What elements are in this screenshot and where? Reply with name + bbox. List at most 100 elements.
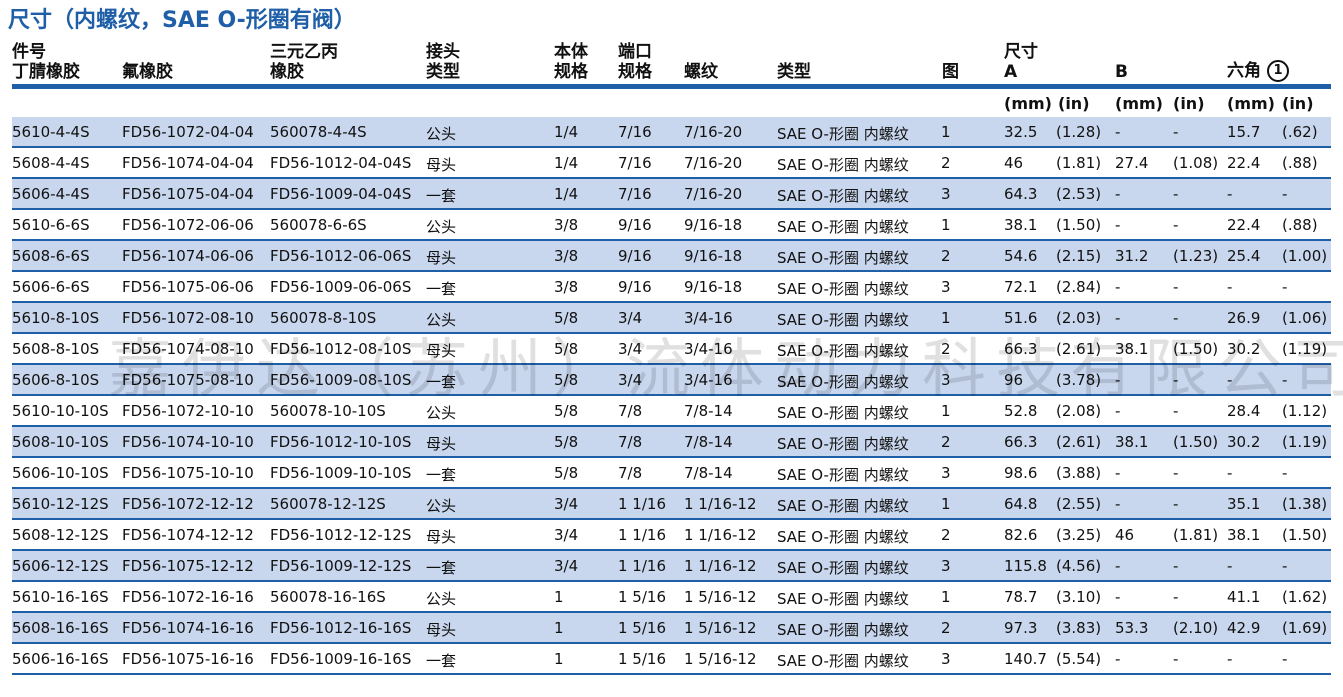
- cell-dim-a-mm: 82.6: [1004, 526, 1038, 544]
- cell-epdm-no: FD56-1012-08-10S: [270, 340, 412, 358]
- cell-body-size: 1: [554, 619, 564, 637]
- cell-dim-a-mm: 32.5: [1004, 123, 1038, 141]
- header-epdm-line2: 橡胶: [270, 62, 304, 82]
- cell-fluoro-no: FD56-1072-04-04: [122, 123, 254, 141]
- header-hex-label: 六角: [1227, 61, 1261, 81]
- cell-part-no: 5610-16-16S: [12, 588, 109, 606]
- cell-dim-a-mm: 54.6: [1004, 247, 1038, 265]
- cell-body-size: 5/8: [554, 340, 579, 358]
- cell-body-size: 3/8: [554, 247, 579, 265]
- cell-epdm-no: 560078-12-12S: [270, 495, 386, 513]
- cell-dim-b-mm: -: [1115, 216, 1121, 234]
- cell-part-no: 5608-8-10S: [12, 340, 100, 358]
- cell-dim-a-in: (3.88): [1056, 464, 1102, 482]
- cell-joint-type: 一套: [426, 559, 457, 577]
- cell-dim-b-mm: -: [1115, 123, 1121, 141]
- table-row: 5606-8-10S FD56-1075-08-10 FD56-1009-08-10…: [12, 365, 1331, 396]
- cell-dim-b-in: -: [1173, 402, 1179, 420]
- cell-part-no: 5606-12-12S: [12, 557, 109, 575]
- cell-dim-b-mm: 31.2: [1115, 247, 1149, 265]
- cell-hex-in: -: [1282, 464, 1288, 482]
- cell-epdm-no: FD56-1012-04-04S: [270, 154, 412, 172]
- cell-hex-in: -: [1282, 278, 1288, 296]
- page-title: 尺寸（内螺纹，SAE O-形圈有阀）: [8, 8, 356, 33]
- header-nitrile-label: 丁腈橡胶: [12, 62, 80, 82]
- cell-thread: 3/4-16: [684, 340, 733, 358]
- cell-part-no: 5608-6-6S: [12, 247, 90, 265]
- cell-dim-b-in: (1.50): [1173, 340, 1219, 358]
- cell-joint-type: 一套: [426, 280, 457, 298]
- cell-thread: 7/16-20: [684, 185, 743, 203]
- cell-dim-b-in: -: [1173, 185, 1179, 203]
- cell-part-no: 5606-16-16S: [12, 650, 109, 668]
- cell-thread: 9/16-18: [684, 216, 743, 234]
- cell-body-size: 3/4: [554, 526, 579, 544]
- table-row: 5608-8-10S FD56-1074-08-10 FD56-1012-08-10…: [12, 334, 1331, 365]
- cell-fluoro-no: FD56-1075-06-06: [122, 278, 254, 296]
- cell-port-size: 7/16: [618, 154, 652, 172]
- cell-type: SAE O-形圈 内螺纹: [777, 125, 909, 143]
- cell-figure: 3: [941, 278, 951, 296]
- unit-b-in: (in): [1173, 94, 1205, 113]
- cell-dim-a-mm: 115.8: [1004, 557, 1047, 575]
- cell-part-no: 5610-12-12S: [12, 495, 109, 513]
- cell-hex-mm: 15.7: [1227, 123, 1261, 141]
- cell-hex-in: (.88): [1282, 216, 1318, 234]
- cell-body-size: 5/8: [554, 371, 579, 389]
- cell-port-size: 1 5/16: [618, 619, 666, 637]
- cell-epdm-no: FD56-1009-12-12S: [270, 557, 412, 575]
- cell-hex-in: (1.06): [1282, 309, 1328, 327]
- cell-hex-in: (1.69): [1282, 619, 1328, 637]
- cell-port-size: 1 1/16: [618, 526, 666, 544]
- cell-joint-type: 母头: [426, 342, 457, 360]
- cell-body-size: 5/8: [554, 309, 579, 327]
- cell-type: SAE O-形圈 内螺纹: [777, 621, 909, 639]
- cell-body-size: 3/4: [554, 557, 579, 575]
- cell-fluoro-no: FD56-1074-04-04: [122, 154, 254, 172]
- cell-joint-type: 一套: [426, 187, 457, 205]
- cell-figure: 1: [941, 588, 951, 606]
- cell-figure: 3: [941, 464, 951, 482]
- cell-hex-in: (1.62): [1282, 588, 1328, 606]
- table-row: 5606-16-16S FD56-1075-16-16 FD56-1009-16-1…: [12, 644, 1331, 675]
- cell-thread: 7/8-14: [684, 433, 733, 451]
- unit-hex-mm: (mm): [1227, 94, 1275, 113]
- cell-hex-mm: 42.9: [1227, 619, 1261, 637]
- cell-dim-a-in: (2.08): [1056, 402, 1102, 420]
- cell-epdm-no: FD56-1012-16-16S: [270, 619, 412, 637]
- cell-fluoro-no: FD56-1074-10-10: [122, 433, 254, 451]
- table-row: 5610-10-10S FD56-1072-10-10 560078-10-10S 公…: [12, 396, 1331, 427]
- table-row: 5608-16-16S FD56-1074-16-16 FD56-1012-16-1…: [12, 613, 1331, 644]
- cell-hex-mm: -: [1227, 278, 1233, 296]
- cell-figure: 3: [941, 371, 951, 389]
- cell-thread: 1 5/16-12: [684, 588, 757, 606]
- cell-fluoro-no: FD56-1075-16-16: [122, 650, 254, 668]
- cell-dim-b-in: -: [1173, 495, 1179, 513]
- cell-fluoro-no: FD56-1074-12-12: [122, 526, 254, 544]
- cell-dim-a-in: (2.53): [1056, 185, 1102, 203]
- cell-thread: 3/4-16: [684, 371, 733, 389]
- cell-dim-b-in: -: [1173, 557, 1179, 575]
- table-row: 5608-12-12S FD56-1074-12-12 FD56-1012-12-1…: [12, 520, 1331, 551]
- cell-type: SAE O-形圈 内螺纹: [777, 435, 909, 453]
- header-part-no-label: 件号: [12, 42, 46, 62]
- cell-dim-b-in: -: [1173, 309, 1179, 327]
- cell-fluoro-no: FD56-1074-16-16: [122, 619, 254, 637]
- cell-dim-b-mm: 38.1: [1115, 340, 1149, 358]
- cell-thread: 1 5/16-12: [684, 619, 757, 637]
- cell-figure: 1: [941, 402, 951, 420]
- cell-dim-b-mm: 46: [1115, 526, 1135, 544]
- cell-fluoro-no: FD56-1072-16-16: [122, 588, 254, 606]
- cell-joint-type: 公头: [426, 497, 457, 515]
- header-body-size: 本体 规格: [554, 42, 588, 82]
- cell-epdm-no: FD56-1012-12-12S: [270, 526, 412, 544]
- cell-dim-a-mm: 97.3: [1004, 619, 1038, 637]
- cell-figure: 2: [941, 619, 951, 637]
- cell-dim-a-in: (3.78): [1056, 371, 1102, 389]
- table-row: 5610-6-6S FD56-1072-06-06 560078-6-6S 公头 3/8…: [12, 210, 1331, 241]
- cell-hex-in: (.88): [1282, 154, 1318, 172]
- cell-epdm-no: 560078-6-6S: [270, 216, 367, 234]
- cell-hex-in: (1.19): [1282, 340, 1328, 358]
- header-thread: 螺纹: [684, 62, 718, 82]
- unit-hex-in: (in): [1282, 94, 1314, 113]
